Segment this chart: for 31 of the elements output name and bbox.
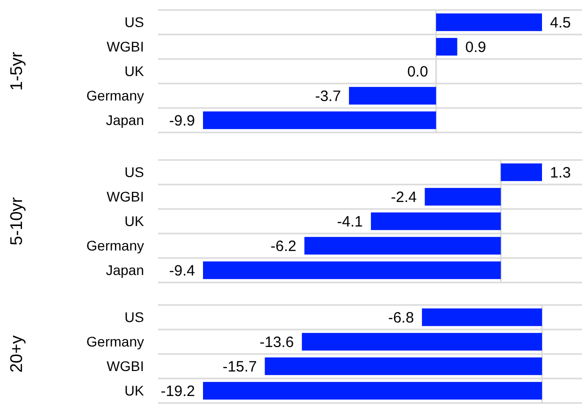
data-label: -2.4 xyxy=(390,189,417,206)
data-label: -6.2 xyxy=(270,238,296,255)
y-tick-label: US xyxy=(124,309,144,326)
data-label: 1.3 xyxy=(550,164,571,182)
data-label: -13.6 xyxy=(260,334,294,351)
y-tick-label: WGBI xyxy=(106,188,144,205)
y-tick-label: US xyxy=(124,164,144,180)
data-label: -9.9 xyxy=(169,112,195,130)
y-tick-label: UK xyxy=(124,213,145,230)
data-label: -3.7 xyxy=(315,88,341,105)
y-tick-label: Japan xyxy=(106,112,144,128)
y-tick-label: Germany xyxy=(86,238,144,254)
y-tick-label: UK xyxy=(124,63,145,80)
y-tick-label: Japan xyxy=(106,262,144,278)
y-axis-title: 1-5yr xyxy=(7,52,26,91)
data-label: -19.2 xyxy=(160,383,195,400)
y-tick-label: Germany xyxy=(86,334,144,350)
data-label: -15.7 xyxy=(222,358,257,376)
data-label: 0.9 xyxy=(465,39,486,56)
y-tick-label: WGBI xyxy=(106,358,144,374)
data-label: 4.5 xyxy=(550,14,571,32)
y-tick-label: WGBI xyxy=(106,38,144,55)
data-label: 0.0 xyxy=(407,64,428,80)
y-axis-title: 5-10yr xyxy=(7,196,26,246)
data-label: -4.1 xyxy=(337,214,363,230)
data-label: -6.8 xyxy=(388,310,414,326)
data-label: -9.4 xyxy=(169,262,195,280)
y-tick-label: Germany xyxy=(86,88,144,104)
y-tick-label: UK xyxy=(124,382,145,399)
y-tick-label: US xyxy=(124,14,144,30)
y-axis-title: 20+y xyxy=(7,334,26,373)
